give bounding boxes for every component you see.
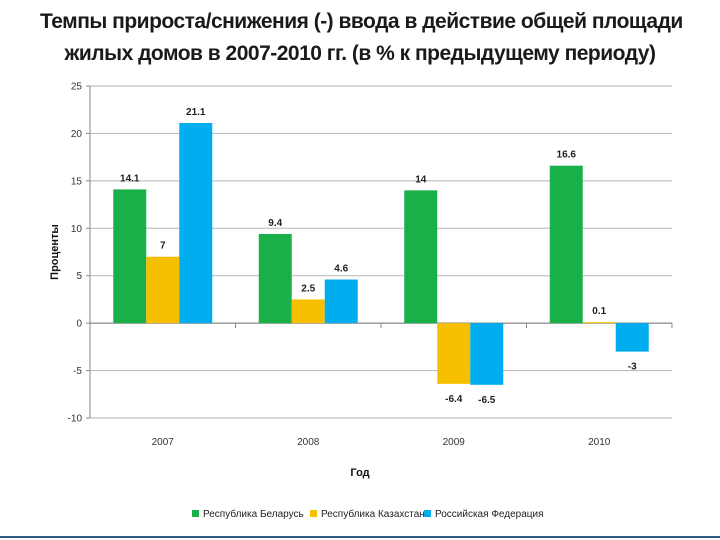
- x-tick-label-2007: 2007: [152, 437, 175, 448]
- y-tick-label-25: 25: [71, 82, 83, 93]
- bar-2008-series-2: [291, 299, 325, 324]
- legend-swatch-series-2: [310, 510, 317, 517]
- bar-2010-series-3: [615, 323, 649, 352]
- data-label-2007-series-2: 7: [160, 241, 166, 252]
- bar-2010-series-1: [549, 165, 583, 324]
- bottom-rule: [0, 536, 720, 538]
- chart-title-line-2: жилых домов в 2007-2010 гг. (в % к преды…: [64, 42, 656, 65]
- bar-2007-series-1: [113, 189, 147, 324]
- bar-2009-series-3: [470, 323, 504, 385]
- data-label-2008-series-3: 4.6: [334, 264, 348, 275]
- data-label-2009-series-3: -6.5: [478, 395, 496, 406]
- y-axis-title: Проценты: [49, 224, 61, 280]
- chart-title: Темпы прироста/снижения (-) ввода в дейс…: [40, 6, 683, 70]
- bar-2007-series-3: [179, 122, 213, 324]
- y-tick-label-5: 5: [76, 271, 82, 282]
- data-label-2008-series-2: 2.5: [301, 283, 315, 294]
- data-label-2009-series-2: -6.4: [445, 394, 463, 405]
- bar-2009-series-2: [437, 323, 471, 384]
- data-label-2009-series-1: 14: [415, 174, 427, 185]
- data-label-2007-series-3: 21.1: [186, 107, 206, 118]
- bar-2009-series-1: [404, 190, 438, 324]
- bar-2008-series-3: [324, 279, 358, 324]
- x-axis-title: Год: [350, 467, 369, 479]
- data-label-2007-series-1: 14.1: [120, 173, 140, 184]
- x-tick-label-2008: 2008: [297, 437, 320, 448]
- chart-title-line-1: Темпы прироста/снижения (-) ввода в дейс…: [40, 10, 683, 33]
- legend-label-series-2: Республика Казахстан: [321, 508, 425, 520]
- y-tick-label-10: 10: [71, 224, 83, 235]
- bar-2007-series-2: [146, 256, 180, 324]
- legend-swatch-series-1: [192, 510, 199, 517]
- y-tick-label--5: -5: [73, 366, 82, 377]
- legend-label-series-3: Российская Федерация: [435, 509, 544, 520]
- data-label-2010-series-2: 0.1: [592, 306, 606, 317]
- legend-label-series-1: Республика Беларусь: [203, 508, 304, 520]
- data-label-2008-series-1: 9.4: [268, 218, 282, 229]
- legend-swatch-series-3: [424, 510, 431, 517]
- y-tick-label-0: 0: [76, 319, 82, 330]
- y-tick-label-15: 15: [71, 176, 83, 187]
- y-tick-label-20: 20: [71, 129, 83, 140]
- bar-2008-series-1: [258, 233, 292, 324]
- bar-2010-series-2: [582, 322, 616, 324]
- y-tick-label--10: -10: [68, 414, 83, 425]
- x-tick-label-2010: 2010: [588, 437, 611, 448]
- data-label-2010-series-1: 16.6: [557, 150, 577, 161]
- data-label-2010-series-3: -3: [628, 362, 637, 373]
- x-tick-label-2009: 2009: [443, 437, 466, 448]
